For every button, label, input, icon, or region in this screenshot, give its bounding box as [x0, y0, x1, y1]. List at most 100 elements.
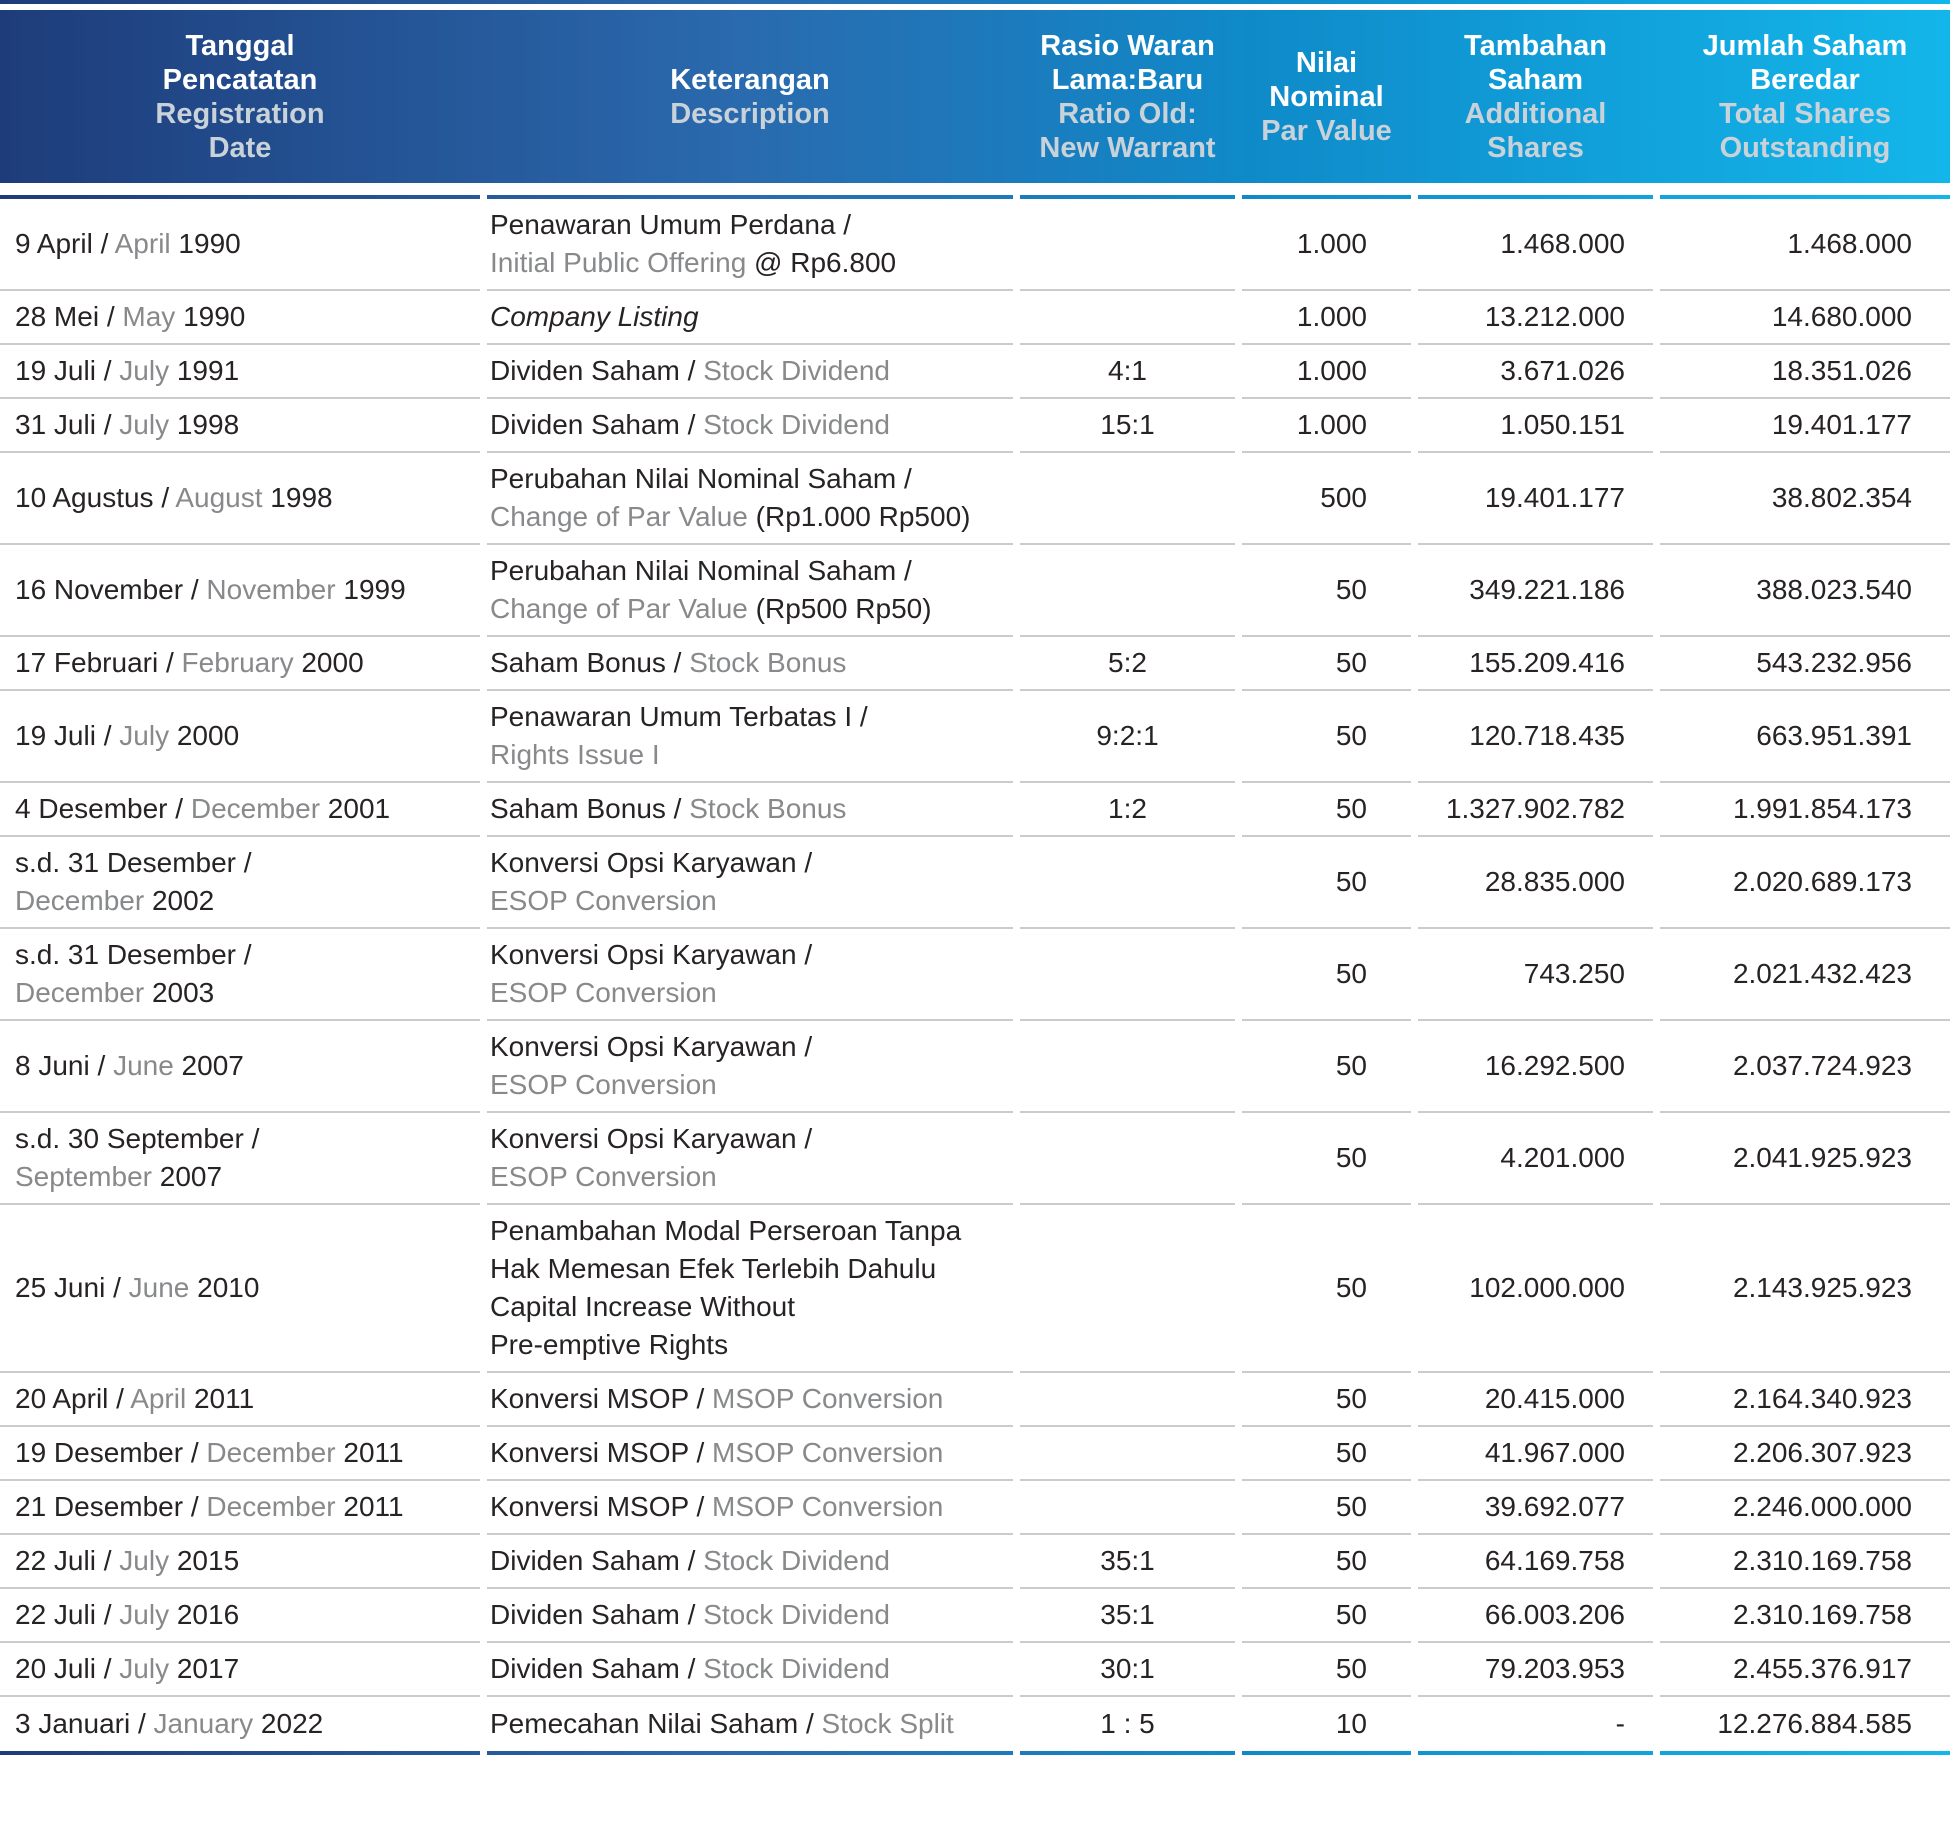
text-segment: June [128, 1272, 190, 1303]
par-value: 50 [1335, 958, 1367, 989]
description-cell: Saham Bonus / Stock Bonus [487, 637, 1013, 691]
total-shares-value: 2.021.432.423 [1732, 958, 1912, 989]
text-segment: July [119, 1545, 170, 1576]
warrant-ratio-cell [1020, 1481, 1235, 1535]
total-shares-value: 18.351.026 [1771, 355, 1912, 386]
date-cell: 22 Juli / July 2016 [0, 1589, 480, 1643]
total-shares-cell: 12.276.884.585 [1660, 1697, 1950, 1751]
warrant-ratio-cell [1020, 1021, 1235, 1113]
text-segment: Perubahan Nilai Nominal Saham / [490, 463, 912, 494]
text-segment: July [119, 1653, 170, 1684]
ratio-value: 15:1 [1100, 409, 1155, 440]
header-sublabel: Ratio Old: [1058, 97, 1197, 130]
table-row: s.d. 31 Desember / December 2002 Konversi … [0, 837, 1950, 929]
header-sublabel: New Warrant [1039, 131, 1216, 164]
ratio-value: 30:1 [1100, 1653, 1155, 1684]
par-value-cell: 50 [1242, 1427, 1411, 1481]
par-value-cell: 1.000 [1242, 199, 1411, 291]
text-segment: February [181, 647, 294, 678]
description-cell: Konversi Opsi Karyawan / ESOP Conversion [487, 1113, 1013, 1205]
total-shares-value: 2.143.925.923 [1732, 1272, 1912, 1303]
header-label: Keterangan [670, 63, 830, 96]
description-line: Perubahan Nilai Nominal Saham / [490, 552, 912, 590]
rule-gap [480, 195, 487, 199]
description-cell: Penawaran Umum Perdana / Initial Public O… [487, 199, 1013, 291]
date-cell: s.d. 30 September / September 2007 [0, 1113, 480, 1205]
text-segment: Dividen Saham / [490, 355, 704, 386]
date-cell: 19 Juli / July 1991 [0, 345, 480, 399]
additional-shares-value: 28.835.000 [1484, 866, 1625, 897]
date-cell: 20 Juli / July 2017 [0, 1643, 480, 1697]
par-value: 50 [1335, 1437, 1367, 1468]
warrant-ratio-cell: 1 : 5 [1020, 1697, 1235, 1751]
text-segment: Change of Par Value [490, 501, 748, 532]
date-line: 20 Juli / July 2017 [15, 1650, 239, 1688]
header-sublabel: Shares [1487, 131, 1584, 164]
table-row: 21 Desember / December 2011 Konversi MSOP… [0, 1481, 1950, 1535]
table-row: 28 Mei / May 1990 Company Listing 1.000 13.… [0, 291, 1950, 345]
ratio-value: 9:2:1 [1096, 720, 1159, 751]
text-segment: 2001 [320, 793, 391, 824]
total-shares-value: 38.802.354 [1771, 482, 1912, 513]
column-header-warrant-ratio: Rasio Waran Lama:Baru Ratio Old: New Warran… [1020, 10, 1235, 183]
rule-gap [480, 1751, 487, 1755]
table-row: 10 Agustus / August 1998 Perubahan Nilai … [0, 453, 1950, 545]
text-segment: July [119, 409, 170, 440]
description-line: Dividen Saham / Stock Dividend [490, 1650, 890, 1688]
warrant-ratio-cell: 1:2 [1020, 783, 1235, 837]
warrant-ratio-cell [1020, 1373, 1235, 1427]
additional-shares-cell: 1.050.151 [1418, 399, 1653, 453]
additional-shares-value: 3.671.026 [1500, 355, 1625, 386]
text-segment: 17 Februari / [15, 647, 182, 678]
table-row: 19 Desember / December 2011 Konversi MSOP… [0, 1427, 1950, 1481]
top-rule [0, 0, 1950, 4]
text-segment: 10 Agustus / [15, 482, 176, 513]
rule-gap [1653, 1751, 1660, 1755]
additional-shares-cell: 102.000.000 [1418, 1205, 1653, 1373]
bottom-rule [0, 1751, 1950, 1755]
date-line: 25 Juni / June 2010 [15, 1269, 259, 1307]
additional-shares-cell: 19.401.177 [1418, 453, 1653, 545]
total-shares-cell: 1.991.854.173 [1660, 783, 1950, 837]
rule-gap [1235, 195, 1242, 199]
text-segment: Stock Dividend [703, 1653, 890, 1684]
table-row: 3 Januari / January 2022 Pemecahan Nilai … [0, 1697, 1950, 1751]
date-cell: 3 Januari / January 2022 [0, 1697, 480, 1751]
total-shares-value: 2.246.000.000 [1732, 1491, 1912, 1522]
par-value-cell: 50 [1242, 783, 1411, 837]
additional-shares-value: 1.468.000 [1500, 228, 1625, 259]
text-segment: ESOP Conversion [490, 977, 717, 1008]
text-segment: December [206, 1491, 336, 1522]
ratio-value: 5:2 [1108, 647, 1147, 678]
date-cell: 4 Desember / December 2001 [0, 783, 480, 837]
text-segment: Stock Split [821, 1708, 954, 1739]
ratio-value: 35:1 [1100, 1545, 1155, 1576]
table-row: 22 Juli / July 2016 Dividen Saham / Stock… [0, 1589, 1950, 1643]
description-line: Penawaran Umum Terbatas I / [490, 698, 868, 736]
total-shares-cell: 543.232.956 [1660, 637, 1950, 691]
date-line: 19 Juli / July 1991 [15, 352, 239, 390]
text-segment: 1998 [169, 409, 240, 440]
header-label: Tanggal [185, 29, 295, 62]
warrant-ratio-cell [1020, 1205, 1235, 1373]
column-header-total-shares: Jumlah Saham Beredar Total Shares Outstandi… [1660, 10, 1950, 183]
text-segment: Saham Bonus / [490, 793, 690, 824]
text-segment: s.d. 31 Desember / [15, 939, 252, 970]
date-cell: 8 Juni / June 2007 [0, 1021, 480, 1113]
header-label: Lama:Baru [1051, 63, 1204, 96]
par-value-cell: 50 [1242, 1643, 1411, 1697]
text-segment: Pre-emptive Rights [490, 1329, 729, 1360]
text-segment: Perubahan Nilai Nominal Saham / [490, 555, 912, 586]
header-label: Jumlah Saham [1702, 29, 1908, 62]
ratio-value: 4:1 [1108, 355, 1147, 386]
text-segment: Stock Dividend [703, 409, 890, 440]
date-line: 28 Mei / May 1990 [15, 298, 245, 336]
table-row: 31 Juli / July 1998 Dividen Saham / Stock… [0, 399, 1950, 453]
text-segment: 2022 [253, 1708, 324, 1739]
date-line: 19 Juli / July 2000 [15, 717, 239, 755]
text-segment: 2007 [151, 1161, 223, 1192]
text-segment: 4 Desember / [15, 793, 191, 824]
text-segment: May [122, 301, 176, 332]
description-cell: Dividen Saham / Stock Dividend [487, 1535, 1013, 1589]
total-shares-cell: 2.041.925.923 [1660, 1113, 1950, 1205]
